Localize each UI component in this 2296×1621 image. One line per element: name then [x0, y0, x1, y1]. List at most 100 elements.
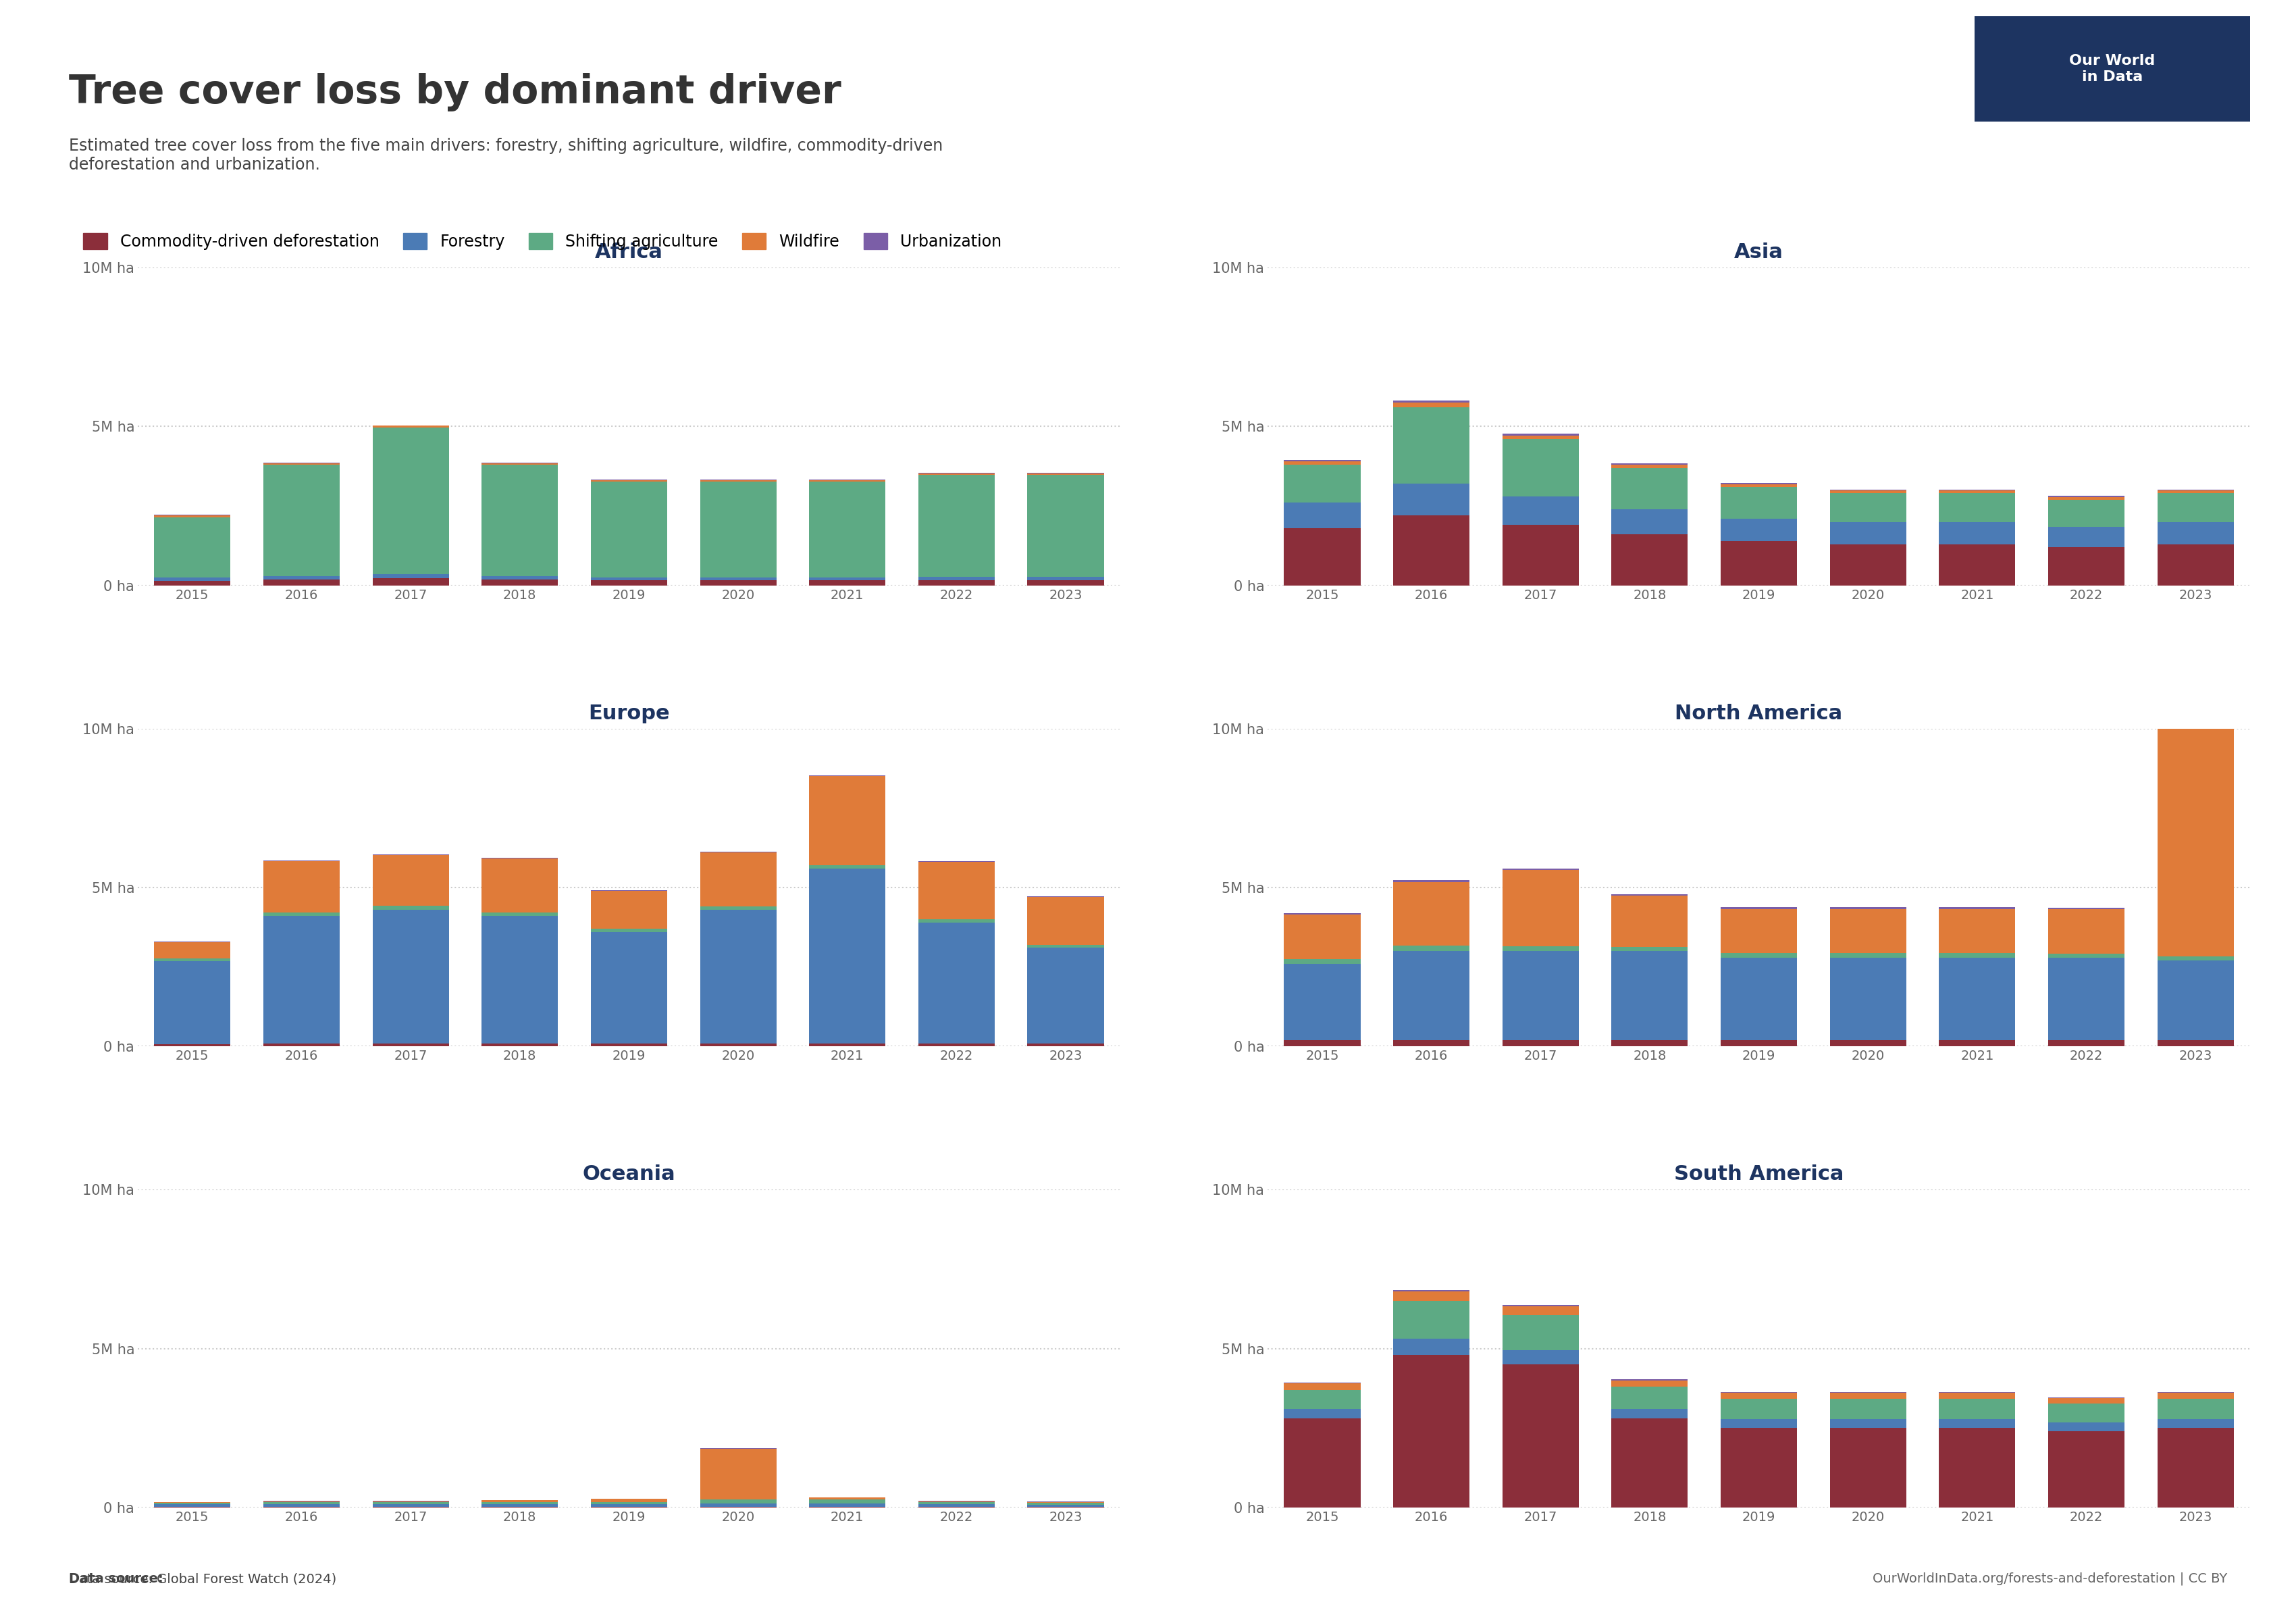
Bar — [1938, 545, 2016, 585]
Bar — [1720, 519, 1798, 541]
Bar — [1502, 1315, 1580, 1350]
Bar — [2048, 1404, 2124, 1423]
Legend: Commodity-driven deforestation, Forestry, Shifting agriculture, Wildfire, Urbani: Commodity-driven deforestation, Forestry… — [76, 227, 1008, 256]
Bar — [1394, 515, 1469, 585]
Bar — [154, 942, 230, 958]
Bar — [1938, 909, 2016, 953]
Bar — [808, 481, 886, 577]
Bar — [918, 1503, 994, 1504]
Bar — [1612, 468, 1688, 509]
Bar — [1502, 525, 1580, 585]
Bar — [1502, 1365, 1580, 1508]
Bar — [482, 916, 558, 1044]
Bar — [590, 929, 668, 932]
Bar — [2158, 522, 2234, 545]
Bar — [1394, 1292, 1469, 1300]
Title: Asia: Asia — [1733, 243, 1784, 263]
Text: Our World
in Data: Our World in Data — [2069, 53, 2156, 83]
Bar — [1612, 509, 1688, 535]
Bar — [1830, 958, 1906, 1041]
Bar — [372, 574, 450, 579]
Bar — [372, 909, 450, 1044]
Bar — [1830, 953, 1906, 958]
Title: Oceania: Oceania — [583, 1164, 675, 1185]
Bar — [1394, 1300, 1469, 1339]
Bar — [1502, 439, 1580, 496]
Bar — [808, 1499, 886, 1503]
Bar — [2158, 961, 2234, 1041]
Bar — [2048, 953, 2124, 958]
Bar — [1830, 1418, 1906, 1428]
Bar — [1830, 491, 1906, 493]
Bar — [1394, 407, 1469, 483]
Bar — [1283, 528, 1362, 585]
Bar — [1720, 909, 1798, 953]
Bar — [2048, 1423, 2124, 1431]
Bar — [808, 1503, 886, 1506]
Bar — [808, 577, 886, 580]
Title: North America: North America — [1676, 704, 1844, 723]
Bar — [2158, 1399, 2234, 1418]
Bar — [264, 1044, 340, 1047]
Bar — [154, 1044, 230, 1047]
Bar — [264, 861, 340, 913]
Bar — [808, 869, 886, 1044]
Bar — [482, 1503, 558, 1504]
Bar — [1720, 541, 1798, 585]
Bar — [808, 580, 886, 585]
Bar — [2048, 958, 2124, 1041]
Bar — [1394, 402, 1469, 407]
Bar — [1283, 1041, 1362, 1047]
Bar — [1283, 960, 1362, 964]
Bar — [590, 577, 668, 580]
Bar — [264, 1503, 340, 1504]
Bar — [590, 1044, 668, 1047]
Bar — [1394, 945, 1469, 952]
Bar — [1283, 1409, 1362, 1418]
Bar — [1394, 400, 1469, 402]
Bar — [1026, 1504, 1104, 1508]
Bar — [482, 580, 558, 585]
Bar — [482, 858, 558, 913]
Title: Europe: Europe — [588, 704, 670, 723]
Bar — [1612, 1386, 1688, 1409]
Bar — [590, 932, 668, 1044]
Bar — [2048, 548, 2124, 585]
Bar — [1830, 493, 1906, 522]
Bar — [1720, 485, 1798, 486]
Bar — [2158, 493, 2234, 522]
Bar — [918, 1044, 994, 1047]
Bar — [590, 1499, 668, 1501]
Bar — [1612, 1041, 1688, 1047]
Bar — [2158, 491, 2234, 493]
Bar — [2158, 718, 2234, 956]
Bar — [1283, 465, 1362, 503]
Bar — [2048, 909, 2124, 953]
Bar — [2048, 1431, 2124, 1508]
Bar — [372, 426, 450, 428]
Bar — [1502, 496, 1580, 525]
Bar — [700, 580, 776, 585]
Bar — [1283, 1389, 1362, 1409]
Bar — [590, 481, 668, 577]
Text: Estimated tree cover loss from the five main drivers: forestry, shifting agricul: Estimated tree cover loss from the five … — [69, 138, 944, 173]
Bar — [1612, 1409, 1688, 1418]
Bar — [2048, 498, 2124, 499]
Bar — [1283, 964, 1362, 1041]
Bar — [372, 1044, 450, 1047]
Bar — [1612, 896, 1688, 947]
Bar — [1938, 491, 2016, 493]
Bar — [1938, 1041, 2016, 1047]
Bar — [1938, 1428, 2016, 1508]
Bar — [372, 1503, 450, 1504]
Bar — [372, 428, 450, 574]
Bar — [918, 922, 994, 1044]
Bar — [2158, 1418, 2234, 1428]
Bar — [700, 1503, 776, 1506]
Bar — [700, 1044, 776, 1047]
Bar — [2048, 527, 2124, 548]
Bar — [1720, 1418, 1798, 1428]
Bar — [918, 580, 994, 585]
Bar — [2158, 1392, 2234, 1399]
Bar — [1612, 952, 1688, 1041]
